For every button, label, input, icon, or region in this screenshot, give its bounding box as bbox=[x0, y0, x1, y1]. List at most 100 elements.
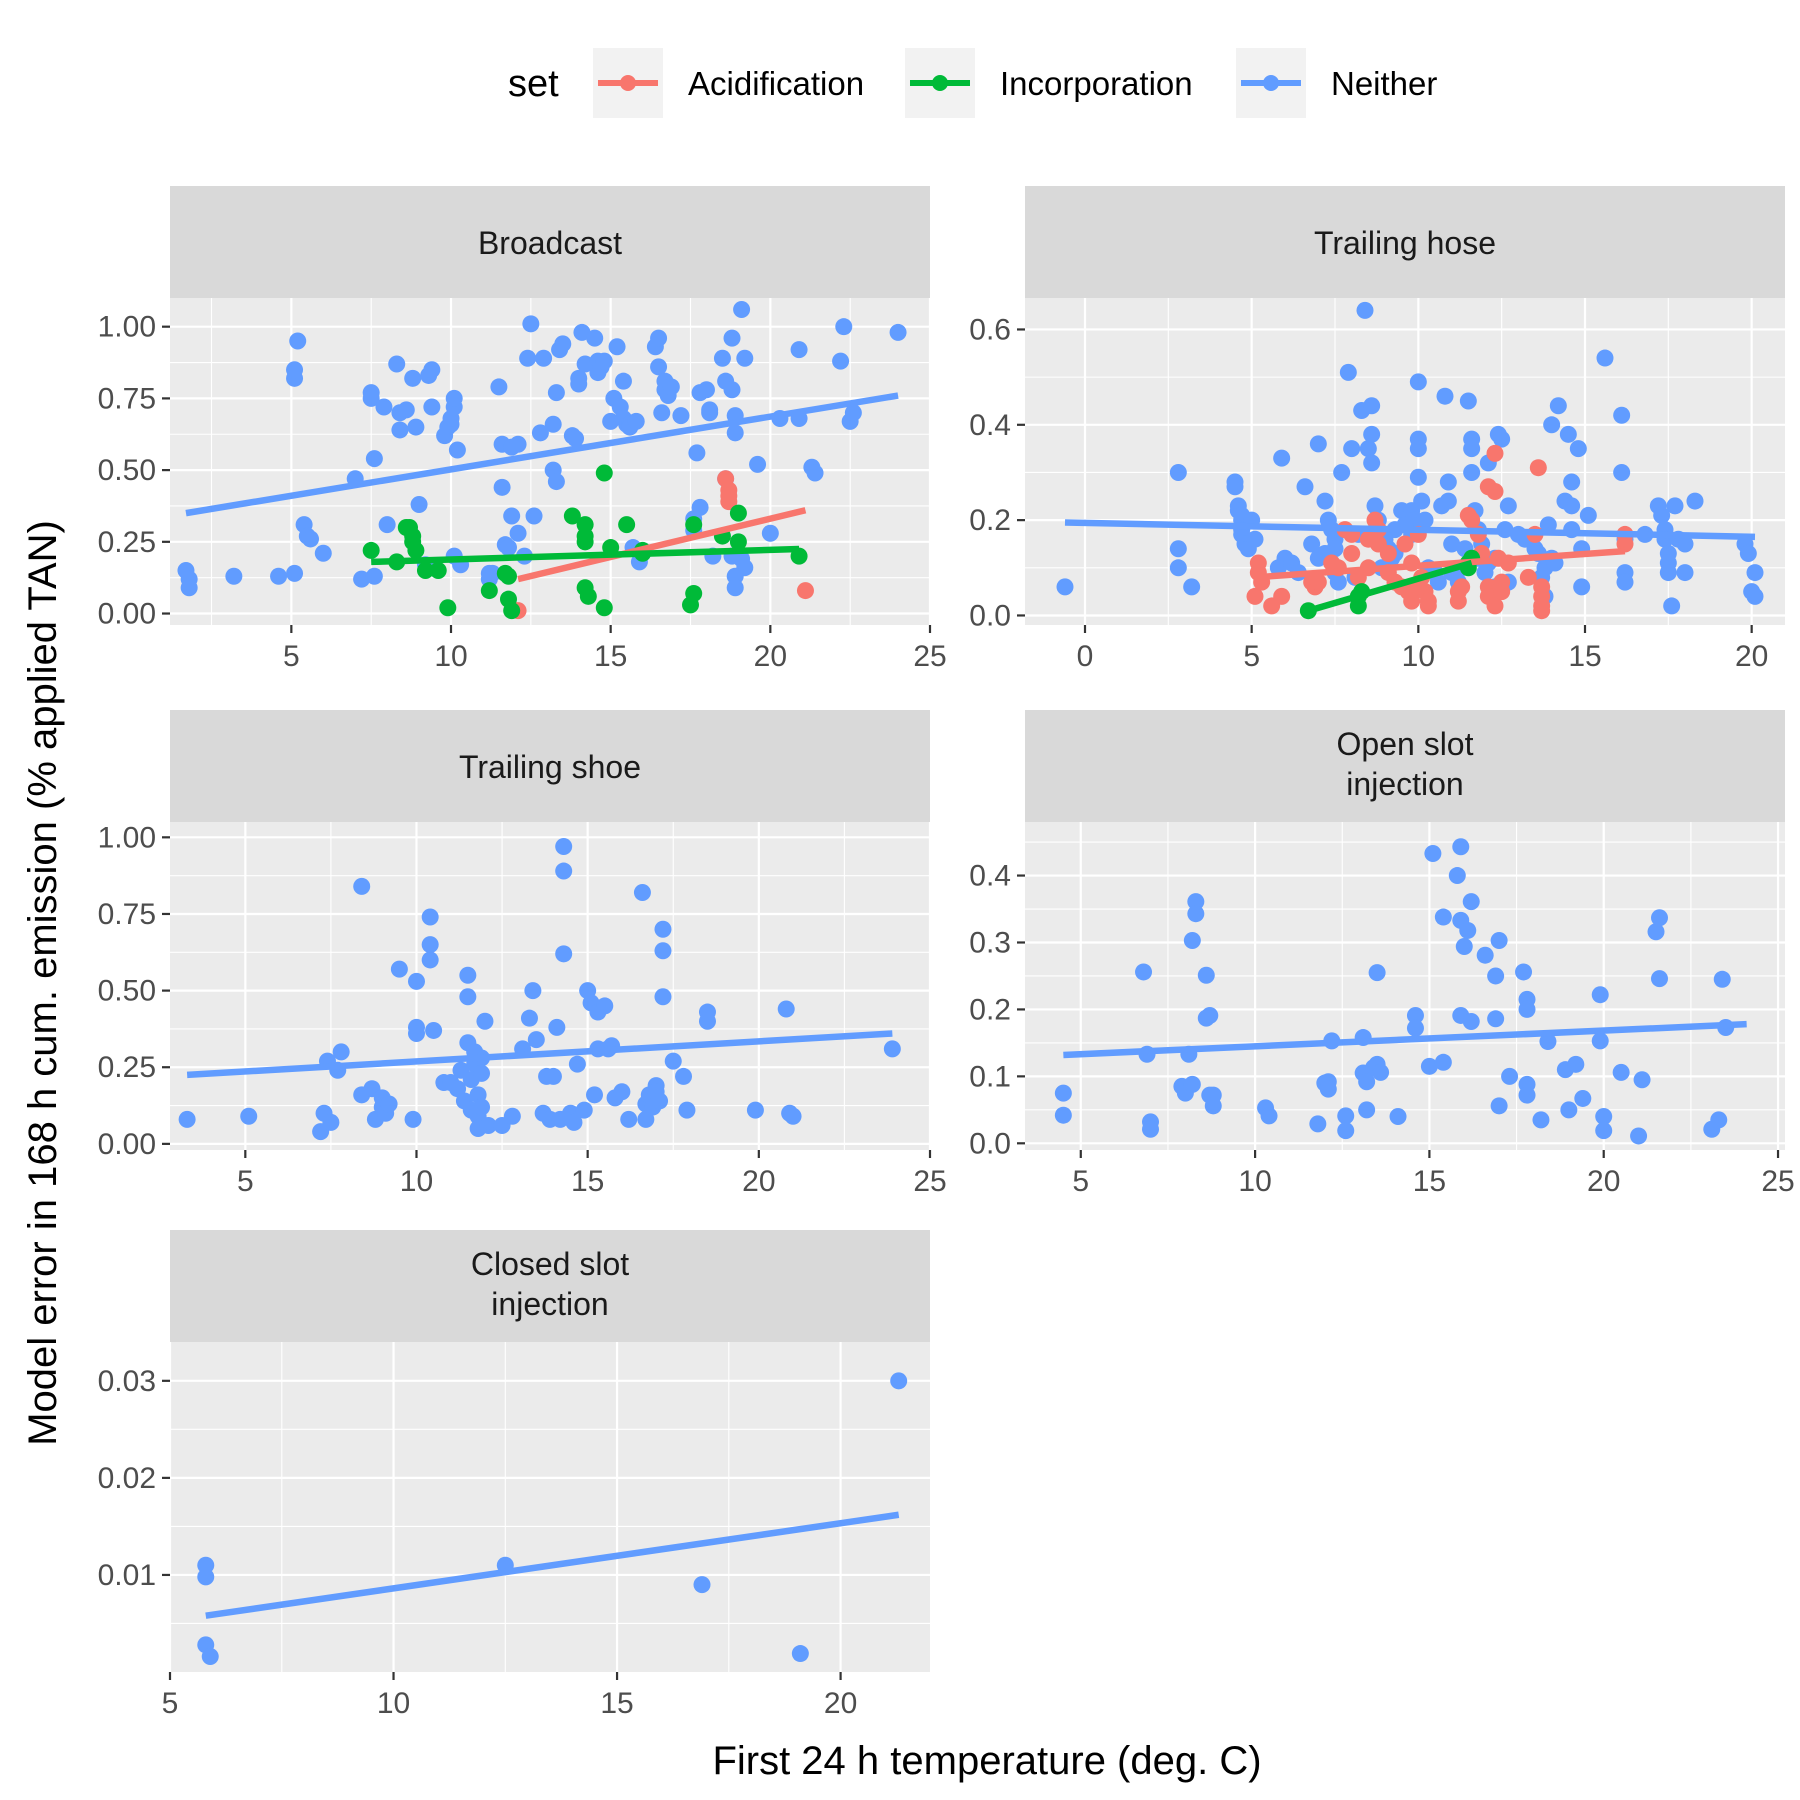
y-tick-label: 0.02 bbox=[98, 1462, 156, 1495]
y-tick-label: 0.25 bbox=[98, 1051, 156, 1084]
point-incorporation bbox=[685, 516, 703, 534]
point-neither bbox=[575, 1101, 593, 1119]
point-neither bbox=[654, 942, 672, 960]
point-neither bbox=[1169, 540, 1187, 558]
trend-line-neither bbox=[1064, 519, 1756, 541]
marks-closed-slot-injection bbox=[197, 1372, 908, 1665]
point-acidification bbox=[1379, 544, 1397, 562]
point-acidification bbox=[1486, 444, 1504, 462]
y-axis-title: Model error in 168 h cum. emission (% ap… bbox=[21, 520, 65, 1446]
point-neither bbox=[678, 1101, 696, 1119]
y-tick-label: 0.75 bbox=[98, 898, 156, 931]
point-neither bbox=[509, 524, 527, 542]
point-incorporation bbox=[563, 507, 581, 525]
point-acidification bbox=[1463, 511, 1481, 529]
trend-line-neither bbox=[205, 1511, 900, 1619]
point-neither bbox=[1424, 844, 1442, 862]
point-neither bbox=[1595, 1108, 1613, 1126]
point-neither bbox=[535, 349, 553, 367]
point-incorporation bbox=[579, 587, 597, 605]
point-neither bbox=[1518, 1086, 1536, 1104]
point-neither bbox=[520, 1009, 538, 1027]
x-tick-label: 5 bbox=[162, 1687, 179, 1720]
point-neither bbox=[1204, 1097, 1222, 1115]
x-tick-label: 0 bbox=[1077, 640, 1094, 673]
x-tick-label: 15 bbox=[594, 640, 627, 673]
point-neither bbox=[1539, 1033, 1557, 1051]
y-tick-label: 0.01 bbox=[98, 1559, 156, 1592]
point-neither bbox=[1573, 578, 1591, 596]
point-neither bbox=[554, 335, 572, 353]
point-neither bbox=[1539, 516, 1557, 534]
point-neither bbox=[1054, 1084, 1072, 1102]
point-neither bbox=[777, 1000, 795, 1018]
point-acidification bbox=[1309, 573, 1327, 591]
x-tick-label: 5 bbox=[237, 1165, 254, 1198]
point-neither bbox=[522, 315, 540, 333]
point-neither bbox=[390, 960, 408, 978]
point-neither bbox=[1183, 931, 1201, 949]
point-neither bbox=[1612, 1063, 1630, 1081]
point-incorporation bbox=[429, 562, 447, 579]
panel-closed-slot-injection: Closed slot injection 5 10 15 20 0.01 0.02 0.03 bbox=[98, 1230, 930, 1720]
point-neither bbox=[784, 1107, 802, 1125]
point-incorporation bbox=[729, 533, 747, 551]
point-incorporation bbox=[595, 599, 613, 617]
point-neither bbox=[180, 579, 198, 597]
y-tick-label: 1.00 bbox=[98, 311, 156, 344]
point-neither bbox=[1543, 416, 1561, 434]
point-neither bbox=[1616, 573, 1634, 591]
point-neither bbox=[1296, 478, 1314, 496]
point-neither bbox=[527, 1031, 545, 1049]
point-acidification bbox=[1273, 587, 1291, 605]
point-neither bbox=[1563, 473, 1581, 491]
point-neither bbox=[1487, 1010, 1505, 1028]
point-neither bbox=[365, 450, 383, 468]
point-neither bbox=[733, 300, 751, 318]
point-neither bbox=[613, 1083, 631, 1101]
point-neither bbox=[890, 1372, 908, 1390]
point-neither bbox=[736, 349, 754, 367]
x-tick-label: 25 bbox=[913, 1165, 946, 1198]
point-acidification bbox=[1529, 459, 1547, 477]
point-acidification bbox=[1533, 602, 1551, 620]
point-neither bbox=[1434, 1053, 1452, 1071]
x-tick-label: 20 bbox=[754, 640, 787, 673]
plot-area-closed-slot-injection bbox=[170, 1342, 930, 1672]
point-neither bbox=[1054, 1106, 1072, 1124]
strip-label-broadcast: Broadcast bbox=[478, 225, 622, 261]
point-neither bbox=[889, 323, 907, 341]
legend-key-point-acidification bbox=[620, 75, 636, 91]
point-neither bbox=[1406, 1006, 1424, 1024]
point-neither bbox=[701, 404, 719, 422]
point-neither bbox=[1169, 559, 1187, 577]
point-neither bbox=[1579, 506, 1597, 524]
point-neither bbox=[1316, 492, 1334, 510]
point-incorporation bbox=[503, 602, 521, 620]
point-neither bbox=[421, 936, 439, 954]
point-neither bbox=[1226, 478, 1244, 496]
point-neither bbox=[791, 1645, 809, 1663]
point-neither bbox=[547, 384, 565, 402]
point-neither bbox=[479, 1116, 497, 1134]
y-tick-label: 0.75 bbox=[98, 382, 156, 415]
point-acidification bbox=[1343, 544, 1361, 562]
point-neither bbox=[1339, 363, 1357, 381]
point-neither bbox=[178, 1110, 196, 1128]
point-neither bbox=[1650, 909, 1668, 927]
x-tick-label: 15 bbox=[1568, 640, 1601, 673]
point-neither bbox=[1563, 497, 1581, 515]
y-tick-label: 0.00 bbox=[98, 1128, 156, 1161]
point-neither bbox=[380, 1095, 398, 1113]
point-incorporation bbox=[576, 533, 594, 551]
point-neither bbox=[1363, 425, 1381, 443]
strip-broadcast bbox=[170, 186, 930, 298]
point-neither bbox=[570, 375, 588, 393]
point-neither bbox=[1413, 492, 1431, 510]
point-neither bbox=[1462, 1012, 1480, 1030]
point-neither bbox=[1567, 1055, 1585, 1073]
point-neither bbox=[1359, 440, 1377, 458]
x-tick-label: 10 bbox=[400, 1165, 433, 1198]
point-neither bbox=[1501, 1067, 1519, 1085]
point-neither bbox=[1462, 893, 1480, 911]
